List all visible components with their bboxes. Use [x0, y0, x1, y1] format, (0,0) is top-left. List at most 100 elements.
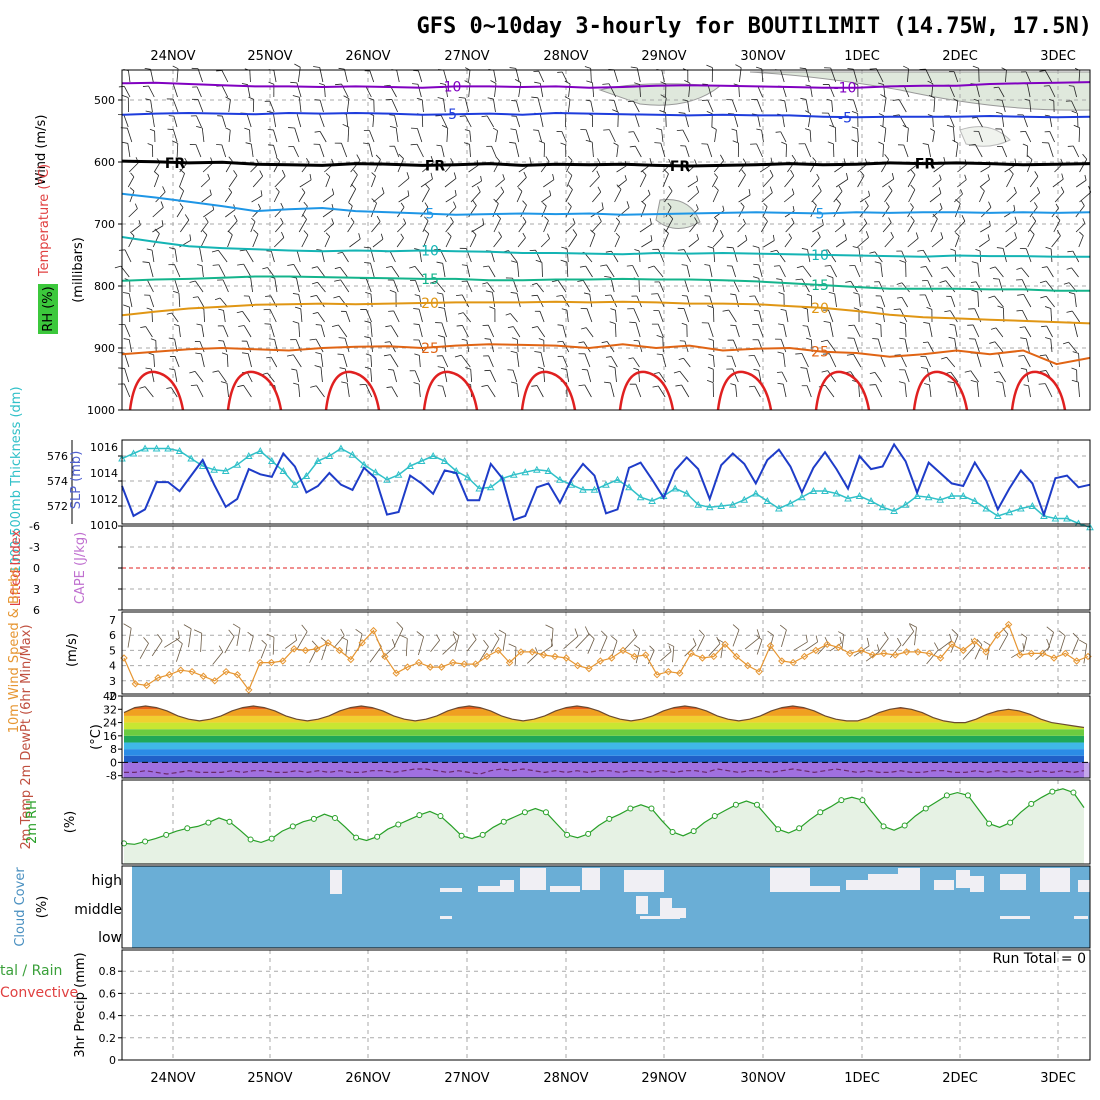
wind-barb — [1054, 191, 1065, 203]
wind-barb — [1052, 178, 1064, 188]
wind-barb-flag — [586, 80, 593, 84]
panel-frame — [121, 439, 1091, 525]
wind-barb — [344, 338, 350, 353]
wind-barb — [733, 280, 740, 293]
wind-barb — [321, 250, 325, 263]
tick-label: 0.2 — [99, 1032, 117, 1045]
wind-barb-flag — [464, 129, 470, 132]
wind-barb-flag — [129, 187, 135, 192]
wind-barb-flag — [266, 633, 275, 638]
wind-barb — [442, 641, 457, 655]
wind-barb — [514, 647, 517, 665]
wind-barb — [1048, 142, 1054, 158]
wind-barb — [493, 236, 502, 248]
wind-barb-flag — [207, 173, 211, 180]
wind-barb-flag — [129, 231, 135, 237]
cloud-gap — [478, 886, 500, 892]
wind-barb-flag — [1019, 326, 1025, 328]
wind-barb-flag — [138, 220, 141, 226]
thickness-point — [348, 450, 357, 458]
wind-barb-flag — [851, 126, 858, 130]
date-label-bottom: 1DEC — [844, 1071, 880, 1086]
wind-barb — [589, 176, 600, 188]
wind-barb-flag — [144, 67, 151, 70]
wind-barb-flag — [1062, 341, 1069, 345]
wind-barb-flag — [319, 83, 325, 86]
rh-axis-label: RH (%) — [41, 286, 56, 331]
wind-barb-flag — [753, 309, 760, 312]
wind-barb — [396, 237, 404, 248]
wind-barb — [298, 294, 302, 308]
wind-barb-flag — [835, 198, 841, 205]
date-label-top: 1DEC — [844, 49, 880, 64]
wind-barb — [243, 263, 252, 278]
wind-barb-flag — [334, 266, 341, 270]
wind-barb — [828, 84, 835, 98]
wind-barb-flag — [485, 290, 493, 293]
wind-barb-flag — [874, 261, 881, 264]
wind-barb-flag — [337, 252, 343, 254]
wind-barb-flag — [259, 170, 264, 177]
chart-title: GFS 0~10day 3-hourly for BOUTILIMIT (14.… — [416, 14, 1092, 39]
wind-speed-point — [732, 652, 741, 661]
wind-barb — [172, 83, 178, 98]
wind-barb — [653, 265, 664, 278]
temp-contour — [1010, 370, 1067, 411]
wind-barb-flag — [600, 630, 608, 637]
wind-barb — [1059, 635, 1066, 653]
wind-barb-flag — [915, 232, 919, 239]
wind-barb — [398, 177, 410, 188]
wind-barb-flag — [315, 324, 322, 326]
wind-barb-flag — [122, 292, 130, 294]
wind-barb-flag — [851, 110, 858, 114]
wind-barb-flag — [996, 111, 1003, 115]
wind-barb — [536, 385, 544, 398]
wind-barb — [754, 355, 761, 368]
wind-barb-flag — [140, 326, 146, 329]
wind-barb — [949, 310, 958, 323]
wind-barb — [907, 238, 919, 248]
wind-barb-flag — [800, 97, 807, 100]
wind-barb-flag — [403, 218, 407, 224]
wind-barb-flag — [993, 278, 1000, 280]
wind-barb — [606, 264, 615, 278]
wind-barb — [178, 325, 181, 338]
wind-barb-flag — [899, 321, 906, 325]
wind-barb-flag — [1016, 309, 1023, 312]
wind-barb — [614, 236, 620, 248]
wind-barb — [469, 130, 472, 143]
wind-speed-point — [505, 658, 514, 667]
wind-barb-flag — [535, 259, 543, 263]
wind-barb-flag — [171, 140, 178, 144]
wind-speed-point — [1004, 620, 1013, 629]
rh2m-unit: (%) — [63, 811, 78, 834]
wind-barb — [153, 162, 161, 173]
wind-barb-flag — [245, 142, 252, 145]
wind-barb — [586, 308, 593, 323]
wind-barb — [199, 247, 203, 263]
rh-swatch — [38, 284, 58, 334]
wind-barb — [478, 646, 489, 663]
wind-barb-flag — [745, 234, 748, 241]
wind-barb-flag — [161, 220, 164, 226]
wind-barb — [875, 384, 883, 398]
wind-barb — [610, 382, 615, 398]
thickness-point — [417, 456, 426, 464]
wind-barb — [491, 146, 497, 158]
wind-barb — [712, 220, 719, 233]
tick-label: 0.6 — [99, 987, 117, 1000]
wind-barb — [758, 310, 763, 323]
wind-barb-flag — [121, 141, 128, 144]
wind-barb-flag — [531, 294, 538, 297]
wind-barb — [783, 324, 787, 338]
wind-barb — [200, 633, 203, 652]
wind-barb — [223, 310, 226, 323]
wind-barb — [444, 337, 447, 353]
wind-barb — [197, 296, 205, 308]
wind-barb-flag — [211, 249, 219, 253]
wind-barb-flag — [454, 354, 462, 358]
thickness-point — [613, 475, 622, 483]
wind-barb — [391, 266, 400, 278]
wind-barb — [370, 322, 373, 338]
wind-barb — [494, 83, 497, 98]
